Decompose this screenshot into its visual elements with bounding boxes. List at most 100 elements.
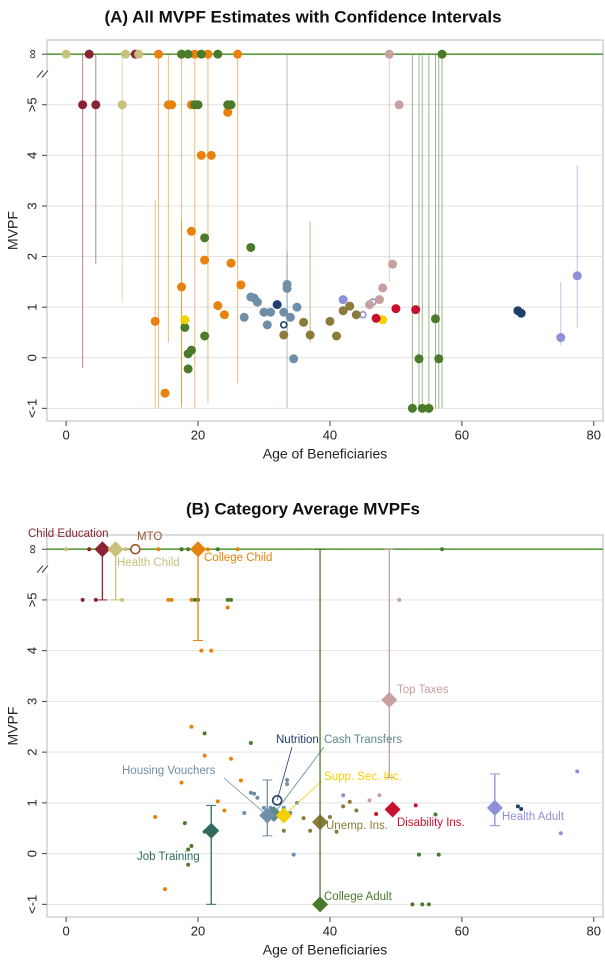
point	[225, 605, 230, 610]
point	[226, 258, 236, 268]
y-tick-label: <-1	[24, 895, 39, 914]
category-label: Housing Vouchers	[122, 765, 216, 777]
point	[120, 49, 130, 59]
category-label: Health Adult	[502, 811, 565, 823]
point	[202, 753, 207, 758]
point	[246, 292, 256, 302]
category-average	[486, 799, 503, 816]
point	[266, 307, 276, 317]
x-tick-label: 20	[191, 923, 205, 938]
point	[123, 547, 128, 552]
point	[84, 49, 94, 59]
x-tick-label: 40	[323, 923, 337, 938]
point	[289, 354, 299, 364]
point	[196, 150, 206, 160]
y-tick-label: 4	[24, 152, 39, 159]
point	[252, 297, 262, 307]
category-label: Cash Transfers	[324, 734, 402, 746]
point	[374, 812, 379, 817]
y-tick-label: ∞	[24, 50, 39, 59]
point	[291, 852, 296, 857]
point	[200, 331, 210, 341]
point	[150, 316, 160, 326]
point	[229, 597, 234, 602]
point	[285, 782, 290, 787]
point	[410, 902, 415, 907]
point	[252, 791, 257, 796]
leader-line	[223, 777, 268, 816]
point	[285, 312, 295, 322]
axis-break	[36, 565, 44, 573]
point	[180, 315, 190, 325]
point	[117, 100, 127, 110]
point	[414, 354, 424, 364]
point	[236, 280, 246, 290]
category-average	[203, 822, 220, 839]
point	[433, 812, 438, 817]
point	[575, 769, 580, 774]
category-average	[384, 801, 401, 818]
point	[397, 597, 402, 602]
axis-break	[36, 70, 44, 78]
point	[153, 49, 163, 59]
point	[282, 283, 292, 293]
y-tick-label: 0	[24, 850, 39, 857]
point	[424, 403, 434, 413]
leader-line	[283, 780, 323, 816]
point	[391, 304, 401, 314]
point	[279, 330, 289, 340]
point	[160, 388, 170, 398]
point	[209, 648, 214, 653]
point	[572, 271, 582, 281]
point	[156, 547, 161, 552]
y-tick-label: 0	[24, 354, 39, 361]
category-label: Child Education	[28, 528, 109, 540]
category-label: Supp. Sec. Inc.	[324, 771, 402, 783]
point	[215, 799, 220, 804]
x-tick-label: 80	[587, 427, 601, 442]
x-axis-title: Age of Beneficiaries	[263, 942, 388, 958]
point	[367, 798, 372, 803]
point	[205, 547, 210, 552]
y-tick-label: ∞	[24, 545, 39, 554]
category-average	[190, 541, 207, 558]
point	[411, 305, 421, 315]
point	[180, 322, 190, 332]
point	[437, 49, 447, 59]
y-tick-label: 4	[24, 647, 39, 654]
point	[203, 49, 213, 59]
point	[193, 100, 203, 110]
point	[215, 547, 220, 552]
y-tick-label: >5	[24, 97, 39, 112]
x-tick-label: 60	[455, 923, 469, 938]
point	[91, 100, 101, 110]
axis-break	[41, 565, 49, 573]
point	[308, 828, 313, 833]
category-label: Job Training	[137, 851, 200, 863]
point	[200, 255, 210, 265]
x-tick-label: 0	[63, 427, 70, 442]
point	[407, 403, 417, 413]
category-average	[107, 541, 124, 558]
y-tick-label: 1	[24, 799, 39, 806]
y-tick-label: 3	[24, 698, 39, 705]
point	[261, 805, 266, 810]
category-average	[94, 541, 111, 558]
point	[305, 330, 315, 340]
point	[417, 403, 427, 413]
point	[200, 233, 210, 243]
point	[556, 333, 566, 343]
point	[377, 793, 382, 798]
point	[279, 307, 289, 317]
y-tick-label: >5	[24, 593, 39, 608]
point	[440, 547, 445, 552]
x-axis-title: Age of Beneficiaries	[263, 446, 388, 462]
point	[213, 49, 223, 59]
point	[420, 902, 425, 907]
point	[196, 49, 206, 59]
x-tick-label: 80	[587, 923, 601, 938]
category-average	[130, 543, 141, 555]
point	[292, 302, 302, 312]
leader-line	[276, 746, 293, 801]
